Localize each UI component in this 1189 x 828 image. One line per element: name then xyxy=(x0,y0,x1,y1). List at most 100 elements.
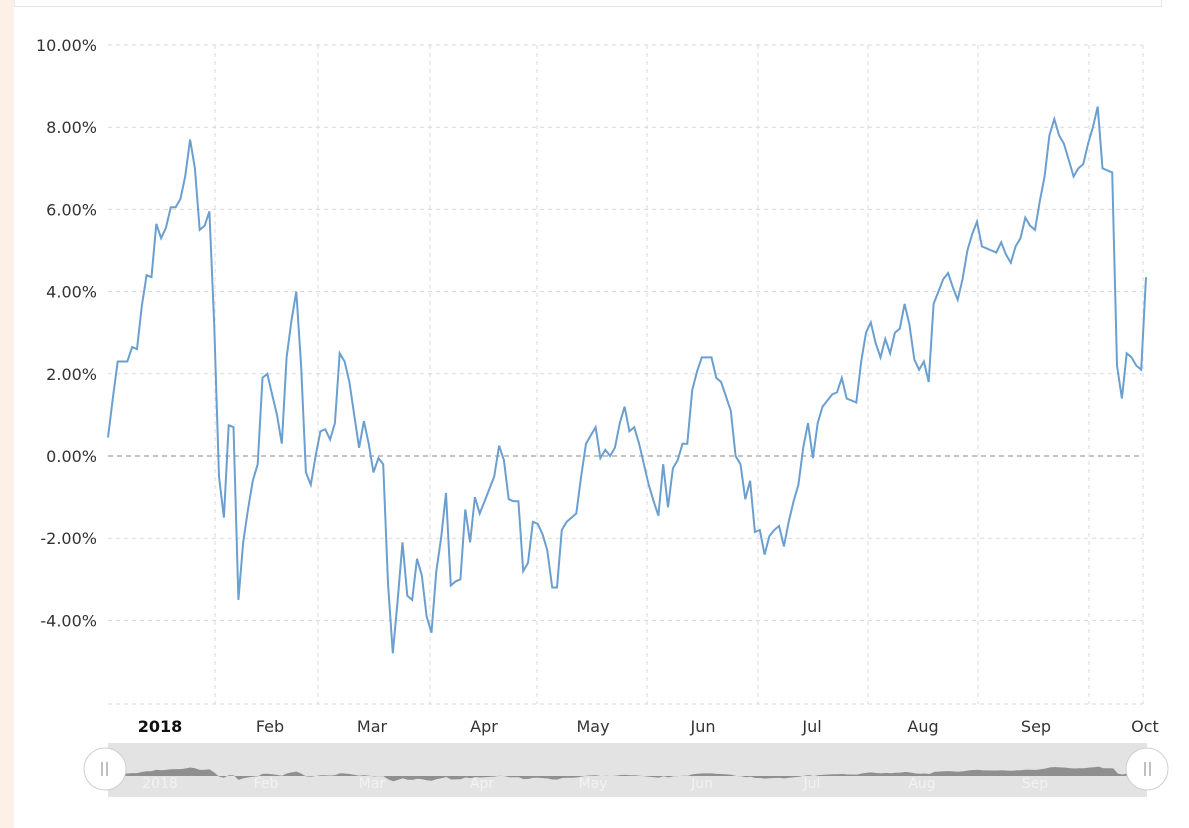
data-point xyxy=(672,467,674,469)
data-point xyxy=(831,393,833,395)
navigator-handle-right[interactable] xyxy=(1125,747,1169,791)
data-point xyxy=(339,352,341,354)
data-point xyxy=(701,356,703,358)
data-point xyxy=(1010,262,1012,264)
data-point xyxy=(310,484,312,486)
data-point xyxy=(763,553,765,555)
data-point xyxy=(218,475,220,477)
data-point xyxy=(483,500,485,502)
data-point xyxy=(454,580,456,582)
data-point xyxy=(430,632,432,634)
data-point xyxy=(1135,364,1137,366)
navigator-label: Apr xyxy=(470,776,494,792)
data-point xyxy=(324,428,326,430)
data-point xyxy=(556,586,558,588)
data-point xyxy=(126,360,128,362)
data-point xyxy=(961,278,963,280)
data-point xyxy=(807,422,809,424)
data-point xyxy=(165,227,167,229)
data-point xyxy=(314,455,316,457)
data-point xyxy=(614,447,616,449)
navigator-label: Feb xyxy=(254,776,279,792)
data-point xyxy=(918,369,920,371)
navigator-handle-left[interactable] xyxy=(83,747,127,791)
data-point xyxy=(730,410,732,412)
data-point xyxy=(228,424,230,426)
data-point xyxy=(459,578,461,580)
data-point xyxy=(928,381,930,383)
data-point xyxy=(570,516,572,518)
data-point xyxy=(179,198,181,200)
data-point xyxy=(1126,352,1128,354)
x-tick-label: Mar xyxy=(357,717,388,736)
data-point xyxy=(285,356,287,358)
data-point xyxy=(899,327,901,329)
data-point xyxy=(387,582,389,584)
x-tick-label: Jun xyxy=(690,717,716,736)
x-tick-label: Aug xyxy=(907,717,938,736)
data-point xyxy=(368,443,370,445)
data-point xyxy=(445,492,447,494)
data-point xyxy=(1058,134,1060,136)
data-point xyxy=(343,360,345,362)
data-point xyxy=(266,373,268,375)
data-point xyxy=(604,449,606,451)
data-point xyxy=(261,377,263,379)
data-point xyxy=(706,356,708,358)
data-point xyxy=(527,562,529,564)
x-tick-label: Feb xyxy=(256,717,284,736)
data-point xyxy=(1048,134,1050,136)
data-point xyxy=(1106,169,1108,171)
x-tick-label: Jul xyxy=(801,717,821,736)
navigator-labels: 2018 Feb Mar Apr May Jun Jul Aug Sep xyxy=(142,776,1048,792)
data-point xyxy=(300,364,302,366)
y-axis: -4.00% -2.00% 0.00% 2.00% 4.00% 6.00% 8.00% 10.… xyxy=(36,36,97,630)
data-point xyxy=(493,475,495,477)
data-point xyxy=(720,381,722,383)
data-point xyxy=(957,299,959,301)
data-point xyxy=(773,529,775,531)
chart-panel xyxy=(14,0,1189,828)
range-navigator[interactable]: 2018 Feb Mar Apr May Jun Jul Aug Sep xyxy=(83,743,1169,797)
data-point xyxy=(749,480,751,482)
data-point xyxy=(1145,276,1147,278)
data-point xyxy=(194,167,196,169)
x-tick-label: Sep xyxy=(1021,717,1051,736)
data-point xyxy=(372,471,374,473)
navigator-label: May xyxy=(579,776,608,792)
data-point xyxy=(199,229,201,231)
data-point xyxy=(551,586,553,588)
data-point xyxy=(986,247,988,249)
data-point xyxy=(1024,216,1026,218)
data-point xyxy=(580,475,582,477)
data-point xyxy=(213,323,215,325)
data-point xyxy=(841,377,843,379)
data-point xyxy=(817,422,819,424)
data-point xyxy=(826,399,828,401)
data-point xyxy=(1019,237,1021,239)
data-point xyxy=(1029,225,1031,227)
data-point xyxy=(561,529,563,531)
y-tick-label: 8.00% xyxy=(46,118,97,137)
data-point xyxy=(638,443,640,445)
data-point xyxy=(522,570,524,572)
data-point xyxy=(517,500,519,502)
data-point xyxy=(1097,105,1099,107)
data-point xyxy=(141,305,143,307)
data-point xyxy=(401,541,403,543)
data-point xyxy=(208,210,210,212)
data-point xyxy=(850,399,852,401)
x-tick-label: Oct xyxy=(1131,717,1159,736)
data-point xyxy=(1014,245,1016,247)
data-point xyxy=(575,512,577,514)
data-point xyxy=(628,430,630,432)
data-point xyxy=(691,389,693,391)
data-point xyxy=(184,175,186,177)
data-point xyxy=(358,447,360,449)
data-point xyxy=(382,463,384,465)
data-point xyxy=(981,245,983,247)
data-point xyxy=(870,321,872,323)
series-line[interactable] xyxy=(107,106,1147,654)
data-point xyxy=(609,455,611,457)
